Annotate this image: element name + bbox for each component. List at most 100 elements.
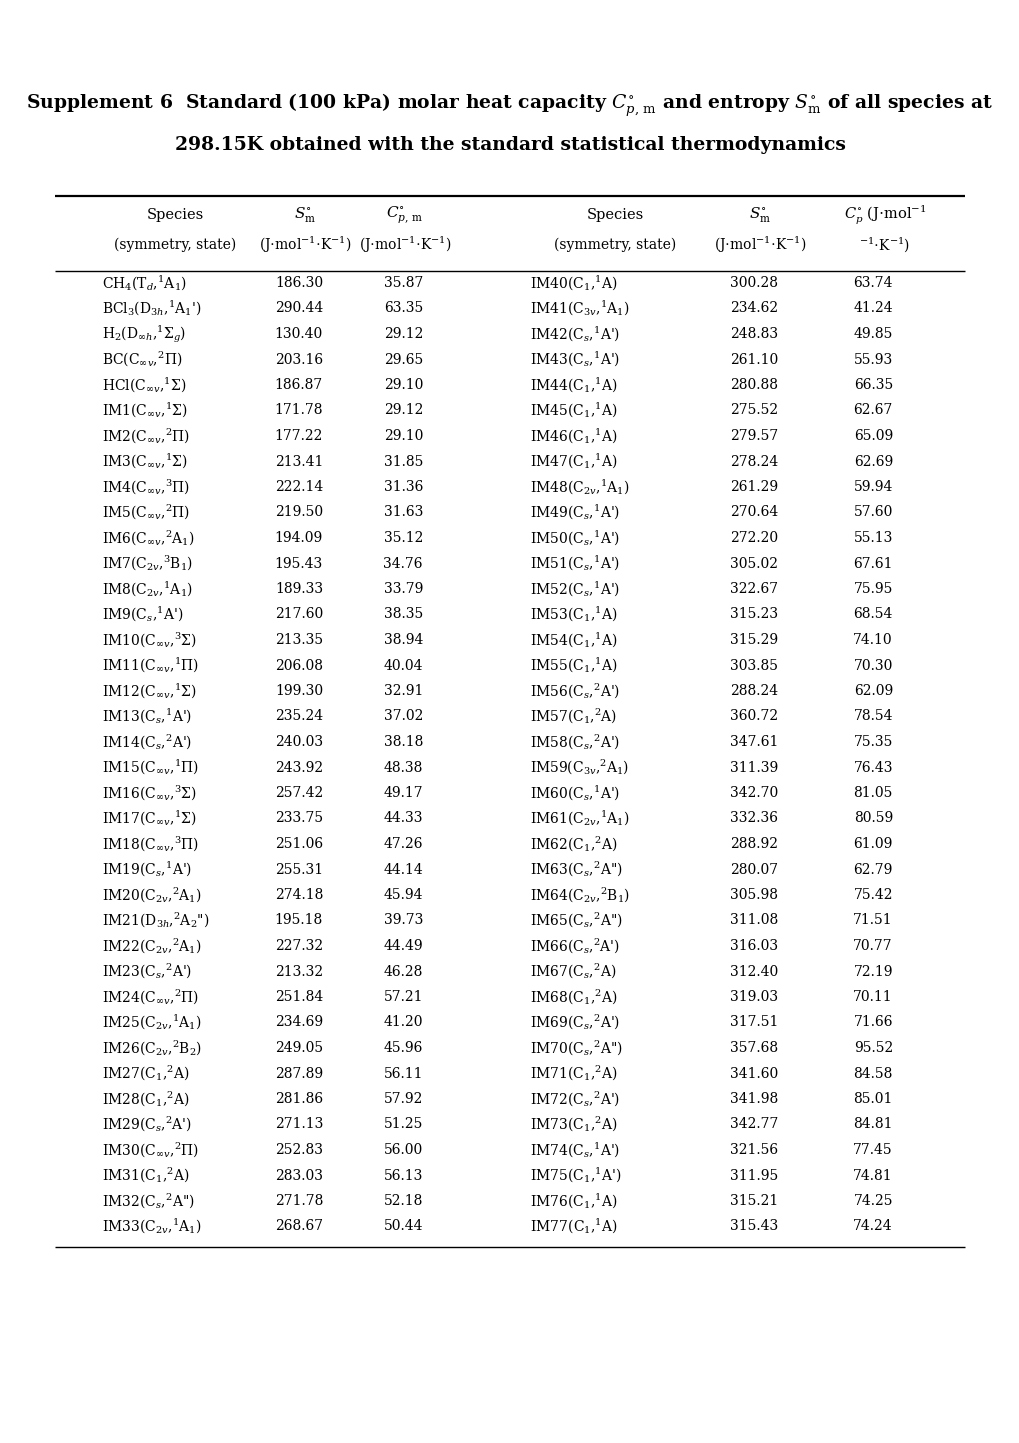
Text: IM41(C$_{3v}$,$^1$A$_1$): IM41(C$_{3v}$,$^1$A$_1$) xyxy=(530,299,629,317)
Text: 55.93: 55.93 xyxy=(853,352,892,367)
Text: 51.25: 51.25 xyxy=(383,1117,423,1131)
Text: Species: Species xyxy=(147,208,204,222)
Text: 275.52: 275.52 xyxy=(730,404,777,417)
Text: 234.62: 234.62 xyxy=(730,302,777,316)
Text: 76.43: 76.43 xyxy=(853,760,892,775)
Text: 39.73: 39.73 xyxy=(383,913,423,928)
Text: 40.04: 40.04 xyxy=(383,658,423,672)
Text: 29.12: 29.12 xyxy=(383,328,423,341)
Text: IM7(C$_{2v}$,$^3$B$_1$): IM7(C$_{2v}$,$^3$B$_1$) xyxy=(102,554,193,573)
Text: IM27(C$_1$,$^2$A): IM27(C$_1$,$^2$A) xyxy=(102,1063,190,1084)
Text: 74.10: 74.10 xyxy=(853,633,892,646)
Text: BCl$_3$(D$_{3h}$,$^1$A$_1$'): BCl$_3$(D$_{3h}$,$^1$A$_1$') xyxy=(102,299,201,317)
Text: 29.10: 29.10 xyxy=(383,429,423,443)
Text: IM26(C$_{2v}$,$^2$B$_2$): IM26(C$_{2v}$,$^2$B$_2$) xyxy=(102,1039,202,1058)
Text: 177.22: 177.22 xyxy=(274,429,323,443)
Text: 319.03: 319.03 xyxy=(730,990,777,1004)
Text: IM42(C$_s$,$^1$A'): IM42(C$_s$,$^1$A') xyxy=(530,325,620,343)
Text: 49.17: 49.17 xyxy=(383,786,423,799)
Text: 31.85: 31.85 xyxy=(383,455,423,469)
Text: 38.35: 38.35 xyxy=(383,608,423,622)
Text: 322.67: 322.67 xyxy=(730,582,777,596)
Text: 56.11: 56.11 xyxy=(383,1066,423,1081)
Text: 75.35: 75.35 xyxy=(853,734,892,749)
Text: 62.67: 62.67 xyxy=(853,404,892,417)
Text: IM28(C$_1$,$^2$A): IM28(C$_1$,$^2$A) xyxy=(102,1089,190,1108)
Text: 57.60: 57.60 xyxy=(853,505,892,519)
Text: IM73(C$_1$,$^2$A): IM73(C$_1$,$^2$A) xyxy=(530,1115,616,1134)
Text: 77.45: 77.45 xyxy=(853,1143,892,1157)
Text: 186.30: 186.30 xyxy=(274,276,323,290)
Text: IM52(C$_s$,$^1$A'): IM52(C$_s$,$^1$A') xyxy=(530,580,620,599)
Text: 315.23: 315.23 xyxy=(730,608,777,622)
Text: 347.61: 347.61 xyxy=(729,734,777,749)
Text: 243.92: 243.92 xyxy=(274,760,323,775)
Text: IM59(C$_{3v}$,$^2$A$_1$): IM59(C$_{3v}$,$^2$A$_1$) xyxy=(530,758,629,776)
Text: IM30(C$_{\infty v}$,$^2\Pi$): IM30(C$_{\infty v}$,$^2\Pi$) xyxy=(102,1140,199,1160)
Text: 29.10: 29.10 xyxy=(383,378,423,392)
Text: 62.09: 62.09 xyxy=(853,684,892,698)
Text: 213.41: 213.41 xyxy=(274,455,323,469)
Text: IM74(C$_s$,$^1$A'): IM74(C$_s$,$^1$A') xyxy=(530,1140,620,1160)
Text: 217.60: 217.60 xyxy=(274,608,323,622)
Text: IM25(C$_{2v}$,$^1$A$_1$): IM25(C$_{2v}$,$^1$A$_1$) xyxy=(102,1013,202,1032)
Text: IM2(C$_{\infty v}$,$^2\Pi$): IM2(C$_{\infty v}$,$^2\Pi$) xyxy=(102,427,190,446)
Text: 342.77: 342.77 xyxy=(729,1117,777,1131)
Text: 95.52: 95.52 xyxy=(853,1040,892,1055)
Text: 74.81: 74.81 xyxy=(853,1169,892,1182)
Text: 44.33: 44.33 xyxy=(383,811,423,825)
Text: 357.68: 357.68 xyxy=(730,1040,777,1055)
Text: 55.13: 55.13 xyxy=(853,531,892,545)
Text: IM69(C$_s$,$^2$A'): IM69(C$_s$,$^2$A') xyxy=(530,1013,620,1032)
Text: IM51(C$_s$,$^1$A'): IM51(C$_s$,$^1$A') xyxy=(530,554,620,573)
Text: 84.81: 84.81 xyxy=(853,1117,892,1131)
Text: 261.29: 261.29 xyxy=(730,481,777,494)
Text: IM54(C$_1$,$^1$A): IM54(C$_1$,$^1$A) xyxy=(530,631,616,649)
Text: 251.06: 251.06 xyxy=(274,837,323,851)
Text: 61.09: 61.09 xyxy=(853,837,892,851)
Text: 38.94: 38.94 xyxy=(383,633,423,646)
Text: 279.57: 279.57 xyxy=(729,429,777,443)
Text: 84.58: 84.58 xyxy=(853,1066,892,1081)
Text: IM63(C$_s$,$^2$A"): IM63(C$_s$,$^2$A") xyxy=(530,860,622,879)
Text: 68.54: 68.54 xyxy=(853,608,892,622)
Text: IM4(C$_{\infty v}$,$^3\Pi$): IM4(C$_{\infty v}$,$^3\Pi$) xyxy=(102,478,190,496)
Text: IM19(C$_s$,$^1$A'): IM19(C$_s$,$^1$A') xyxy=(102,860,192,879)
Text: IM57(C$_1$,$^2$A): IM57(C$_1$,$^2$A) xyxy=(530,707,616,726)
Text: 240.03: 240.03 xyxy=(274,734,323,749)
Text: 280.07: 280.07 xyxy=(730,863,777,876)
Text: IM16(C$_{\infty v}$,$^3\Sigma$): IM16(C$_{\infty v}$,$^3\Sigma$) xyxy=(102,784,197,802)
Text: 252.83: 252.83 xyxy=(275,1143,323,1157)
Text: 74.24: 74.24 xyxy=(853,1219,892,1234)
Text: 45.96: 45.96 xyxy=(383,1040,423,1055)
Text: 47.26: 47.26 xyxy=(383,837,423,851)
Text: 52.18: 52.18 xyxy=(383,1193,423,1208)
Text: IM10(C$_{\infty v}$,$^3\Sigma$): IM10(C$_{\infty v}$,$^3\Sigma$) xyxy=(102,631,197,649)
Text: IM43(C$_s$,$^1$A'): IM43(C$_s$,$^1$A') xyxy=(530,351,620,369)
Text: 268.67: 268.67 xyxy=(274,1219,323,1234)
Text: IM68(C$_1$,$^2$A): IM68(C$_1$,$^2$A) xyxy=(530,987,616,1007)
Text: 59.94: 59.94 xyxy=(853,481,892,494)
Text: $S^{\circ}_{\mathrm{m}}$: $S^{\circ}_{\mathrm{m}}$ xyxy=(293,205,316,225)
Text: 222.14: 222.14 xyxy=(274,481,323,494)
Text: 63.74: 63.74 xyxy=(853,276,892,290)
Text: 75.42: 75.42 xyxy=(853,887,892,902)
Text: IM1(C$_{\infty v}$,$^1\Sigma$): IM1(C$_{\infty v}$,$^1\Sigma$) xyxy=(102,401,187,420)
Text: 311.39: 311.39 xyxy=(729,760,777,775)
Text: 317.51: 317.51 xyxy=(729,1016,777,1029)
Text: 195.18: 195.18 xyxy=(274,913,323,928)
Text: 56.13: 56.13 xyxy=(383,1169,423,1182)
Text: IM6(C$_{\infty v}$,$^2$A$_1$): IM6(C$_{\infty v}$,$^2$A$_1$) xyxy=(102,528,195,547)
Text: IM22(C$_{2v}$,$^2$A$_1$): IM22(C$_{2v}$,$^2$A$_1$) xyxy=(102,937,202,955)
Text: 32.91: 32.91 xyxy=(383,684,423,698)
Text: 227.32: 227.32 xyxy=(274,939,323,952)
Text: IM53(C$_1$,$^1$A): IM53(C$_1$,$^1$A) xyxy=(530,605,616,623)
Text: $C^{\circ}_{p}$ (J$\cdot$mol$^{-1}$: $C^{\circ}_{p}$ (J$\cdot$mol$^{-1}$ xyxy=(843,203,925,227)
Text: IM8(C$_{2v}$,$^1$A$_1$): IM8(C$_{2v}$,$^1$A$_1$) xyxy=(102,580,193,599)
Text: IM55(C$_1$,$^1$A): IM55(C$_1$,$^1$A) xyxy=(530,657,616,675)
Text: 305.98: 305.98 xyxy=(730,887,777,902)
Text: 41.24: 41.24 xyxy=(853,302,892,316)
Text: 35.12: 35.12 xyxy=(383,531,423,545)
Text: 255.31: 255.31 xyxy=(274,863,323,876)
Text: IM60(C$_s$,$^1$A'): IM60(C$_s$,$^1$A') xyxy=(530,784,620,802)
